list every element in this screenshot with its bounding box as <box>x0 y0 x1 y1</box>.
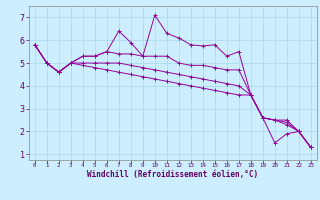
X-axis label: Windchill (Refroidissement éolien,°C): Windchill (Refroidissement éolien,°C) <box>87 170 258 179</box>
